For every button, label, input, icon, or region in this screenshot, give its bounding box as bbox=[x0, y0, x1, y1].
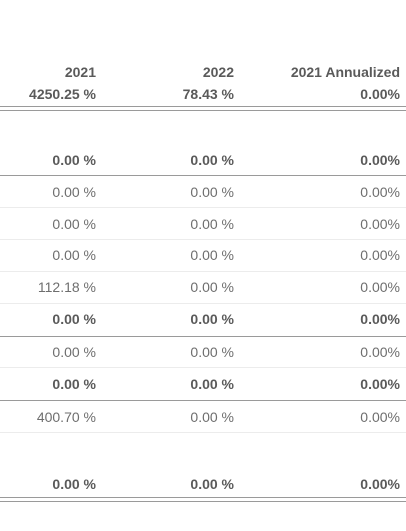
column-header-2022: 2022 bbox=[202, 64, 234, 80]
row-value-2021: 0.00 % bbox=[52, 376, 96, 392]
header-divider bbox=[0, 106, 406, 111]
row-value-2022: 0.00 % bbox=[190, 311, 234, 327]
row-divider bbox=[0, 400, 406, 401]
row-value-2022: 0.00 % bbox=[190, 247, 234, 263]
row-divider bbox=[0, 432, 406, 433]
row-value-annualized: 0.00% bbox=[360, 476, 400, 492]
row-divider bbox=[0, 175, 406, 176]
column-header-2021: 2021 bbox=[64, 64, 96, 80]
row-value-2021: 0.00 % bbox=[52, 184, 96, 200]
row-value-2021: 400.70 % bbox=[36, 409, 96, 425]
row-value-2021: 0.00 % bbox=[52, 344, 96, 360]
row-value-2021: 112.18 % bbox=[37, 279, 96, 295]
row-value-2022: 0.00 % bbox=[190, 409, 234, 425]
row-value-2022: 0.00 % bbox=[190, 152, 234, 168]
row-value-annualized: 0.00% bbox=[360, 216, 400, 232]
row-value-2022: 0.00 % bbox=[190, 184, 234, 200]
row-divider bbox=[0, 367, 406, 368]
header-total-2021: 4250.25 % bbox=[29, 86, 96, 102]
row-value-annualized: 0.00% bbox=[360, 247, 400, 263]
row-divider bbox=[0, 303, 406, 304]
row-value-2022: 0.00 % bbox=[190, 279, 234, 295]
row-value-2021: 0.00 % bbox=[52, 476, 96, 492]
row-value-2022: 0.00 % bbox=[190, 216, 234, 232]
header-total-2021-annualized: 0.00% bbox=[360, 86, 400, 102]
row-value-annualized: 0.00% bbox=[360, 152, 400, 168]
row-value-annualized: 0.00% bbox=[360, 311, 400, 327]
row-value-2022: 0.00 % bbox=[190, 376, 234, 392]
row-value-annualized: 0.00% bbox=[360, 184, 400, 200]
row-value-2022: 0.00 % bbox=[190, 344, 234, 360]
row-value-annualized: 0.00% bbox=[360, 376, 400, 392]
row-value-annualized: 0.00% bbox=[360, 344, 400, 360]
row-value-annualized: 0.00% bbox=[360, 409, 400, 425]
row-value-2022: 0.00 % bbox=[190, 476, 234, 492]
row-value-2021: 0.00 % bbox=[52, 311, 96, 327]
row-divider bbox=[0, 336, 406, 337]
column-header-2021-annualized: 2021 Annualized bbox=[290, 64, 400, 80]
row-divider bbox=[0, 239, 406, 240]
row-divider bbox=[0, 207, 406, 208]
footer-divider bbox=[0, 497, 406, 502]
row-value-2021: 0.00 % bbox=[52, 152, 96, 168]
row-divider bbox=[0, 271, 406, 272]
row-value-2021: 0.00 % bbox=[52, 216, 96, 232]
header-total-2022: 78.43 % bbox=[182, 86, 234, 102]
row-value-2021: 0.00 % bbox=[52, 247, 96, 263]
row-value-annualized: 0.00% bbox=[360, 279, 400, 295]
